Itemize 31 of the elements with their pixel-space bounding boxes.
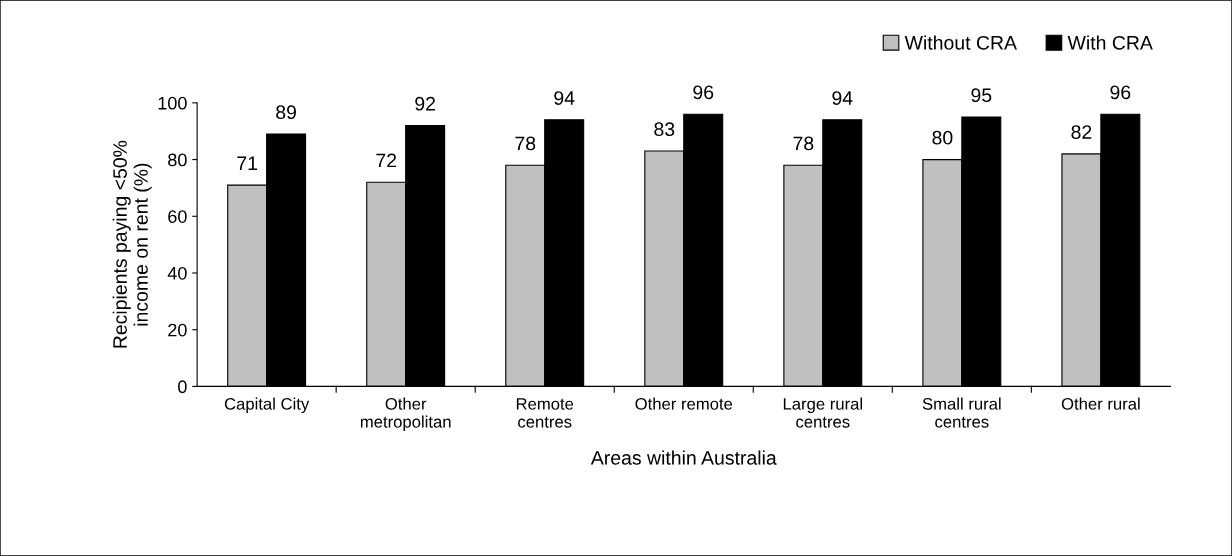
data-label: 83 xyxy=(654,122,675,137)
legend-label: Without CRA xyxy=(904,35,1017,50)
y-tick-label: 80 xyxy=(168,153,187,167)
data-label: 82 xyxy=(1071,125,1092,139)
x-tick-label: Large rural centres xyxy=(783,397,862,428)
y-axis-title: Recipients paying <50% income on rent (%) xyxy=(112,140,152,348)
data-label: 72 xyxy=(376,153,397,168)
y-tick-label: 100 xyxy=(158,96,187,110)
data-label: 89 xyxy=(276,105,296,120)
y-tick-label: 40 xyxy=(167,266,187,280)
data-label: 94 xyxy=(554,91,575,105)
data-label: 71 xyxy=(237,156,258,170)
data-label: 92 xyxy=(415,96,435,111)
data-label: 95 xyxy=(971,88,992,103)
data-label: 96 xyxy=(1110,85,1131,100)
x-tick-label: Small rural centres xyxy=(922,397,1001,428)
x-tick-label: Other metropolitan xyxy=(360,397,451,432)
legend-label: With CRA xyxy=(1067,35,1153,50)
data-label: 78 xyxy=(793,136,814,151)
data-label: 78 xyxy=(515,136,536,151)
y-tick-label: 60 xyxy=(168,210,187,223)
x-tick-label: Remote centres xyxy=(516,398,574,428)
x-tick-label: Other rural xyxy=(1061,397,1140,410)
y-tick-label: 0 xyxy=(178,380,187,394)
x-tick-label: Capital City xyxy=(224,397,310,414)
data-label: 80 xyxy=(932,130,953,145)
x-tick-label: Other remote xyxy=(635,397,733,410)
data-label: 96 xyxy=(693,85,714,100)
y-tick-label: 20 xyxy=(168,323,187,337)
data-label: 94 xyxy=(832,91,853,105)
x-axis-title: Areas within Australia xyxy=(590,450,777,465)
